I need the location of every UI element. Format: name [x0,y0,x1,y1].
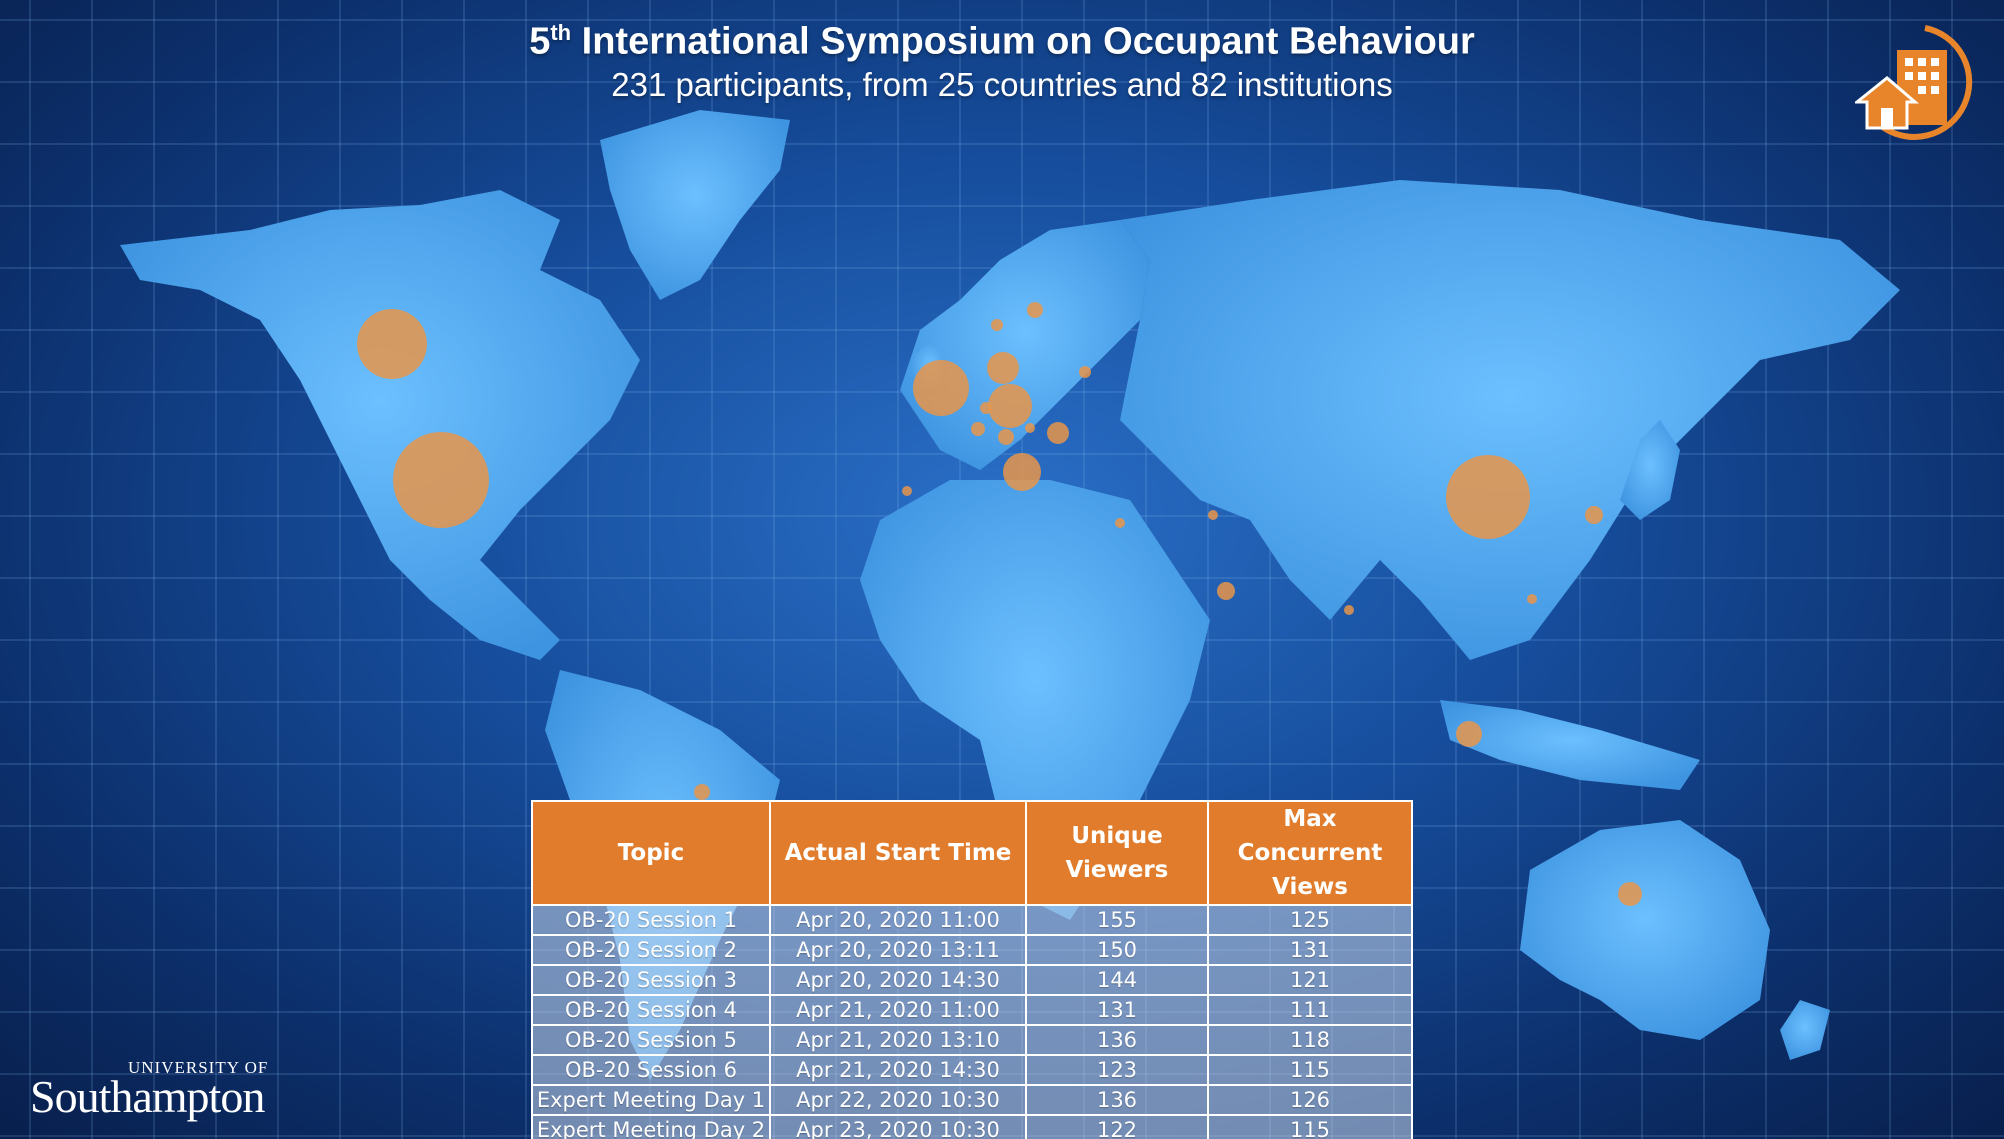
table-cell: OB-20 Session 5 [531,1024,771,1056]
table-row: Expert Meeting Day 2 Apr 23, 2020 10:30 12… [531,1114,1413,1139]
table-cell: Apr 21, 2020 11:00 [769,994,1027,1026]
table-cell: 123 [1025,1054,1209,1086]
table-cell: OB-20 Session 4 [531,994,771,1026]
bubble-slovenia [1025,423,1035,433]
indonesia [1440,700,1700,790]
bubble-spain [902,486,912,496]
participant-bubbles [357,302,1642,906]
page-title: 5th International Symposium on Occupant … [529,20,1475,63]
new-zealand [1780,1000,1830,1060]
europe [900,220,1150,470]
table-cell: Apr 20, 2020 13:11 [769,934,1027,966]
table-cell: 150 [1025,934,1209,966]
australia [1520,820,1770,1040]
table-cell: 136 [1025,1084,1209,1116]
bubble-denmark [987,352,1019,384]
table-row: OB-20 Session 5 Apr 21, 2020 13:10 136 118 [531,1024,1413,1056]
table-cell: 122 [1025,1114,1209,1139]
header-max-concurrent: Max Concurrent Views [1207,800,1413,906]
table-header-row: Topic Actual Start Time Unique Viewers M… [531,800,1413,906]
bubble-india [1344,605,1354,615]
table-cell: 111 [1207,994,1413,1026]
bubble-iran [1208,510,1218,520]
bubble-korea [1585,506,1603,524]
table-cell: Apr 23, 2020 10:30 [769,1114,1027,1139]
table-cell: 121 [1207,964,1413,996]
table-cell: 131 [1025,994,1209,1026]
bubble-austria [1047,422,1069,444]
table-cell: 131 [1207,934,1413,966]
table-cell: Apr 20, 2020 14:30 [769,964,1027,996]
table-row: OB-20 Session 3 Apr 20, 2020 14:30 144 121 [531,964,1413,996]
table-cell: Expert Meeting Day 1 [531,1084,771,1116]
bubble-switzerland [998,429,1014,445]
header-start-time: Actual Start Time [769,800,1027,906]
header-topic: Topic [531,800,771,906]
table-cell: 115 [1207,1054,1413,1086]
table-cell: OB-20 Session 2 [531,934,771,966]
bubble-singapore [1456,721,1482,747]
bubble-canada [357,309,427,379]
table-cell: Expert Meeting Day 2 [531,1114,771,1139]
table-cell: 126 [1207,1084,1413,1116]
table-row: OB-20 Session 4 Apr 21, 2020 11:00 131 111 [531,994,1413,1026]
table-cell: 115 [1207,1114,1413,1139]
bubble-france [971,422,985,436]
bubble-australia [1618,882,1642,906]
bubble-usa [393,432,489,528]
greenland [600,110,790,300]
north-america [120,190,640,660]
bubble-scotland [991,319,1003,331]
asia [1120,180,1900,660]
bubble-uae [1217,582,1235,600]
table-cell: OB-20 Session 6 [531,1054,771,1086]
table-cell: Apr 22, 2020 10:30 [769,1084,1027,1116]
bubble-china [1446,455,1530,539]
table-row: OB-20 Session 1 Apr 20, 2020 11:00 155 125 [531,904,1413,936]
bubble-uk [913,360,969,416]
viewers-table: Topic Actual Start Time Unique Viewers M… [531,800,1413,1139]
university-logo-big: Southampton [30,1071,265,1122]
table-cell: OB-20 Session 3 [531,964,771,996]
bubble-norway [1027,302,1043,318]
bubble-poland [1079,366,1091,378]
table-cell: Apr 20, 2020 11:00 [769,904,1027,936]
page-subtitle: 231 participants, from 25 countries and … [611,66,1393,103]
bubble-hong-kong [1527,594,1537,604]
table-row: OB-20 Session 6 Apr 21, 2020 14:30 123 115 [531,1054,1413,1086]
table-row: Expert Meeting Day 1 Apr 22, 2020 10:30 13… [531,1084,1413,1116]
table-cell: 118 [1207,1024,1413,1056]
table-cell: 136 [1025,1024,1209,1056]
header-unique-viewers: Unique Viewers [1025,800,1209,906]
table-cell: Apr 21, 2020 13:10 [769,1024,1027,1056]
house-building-logo-icon [1855,25,1973,140]
bubble-belgium [980,402,992,414]
table-cell: 144 [1025,964,1209,996]
japan [1620,420,1680,520]
table-cell: 155 [1025,904,1209,936]
table-cell: 125 [1207,904,1413,936]
bubble-turkey [1115,518,1125,528]
table-cell: Apr 21, 2020 14:30 [769,1054,1027,1086]
bubble-italy [1003,453,1041,491]
bubble-brazil [694,784,710,800]
university-logo-small: UNIVERSITY OF [128,1058,269,1077]
bubble-germany [988,384,1032,428]
table-cell: OB-20 Session 1 [531,904,771,936]
table-row: OB-20 Session 2 Apr 20, 2020 13:11 150 131 [531,934,1413,966]
